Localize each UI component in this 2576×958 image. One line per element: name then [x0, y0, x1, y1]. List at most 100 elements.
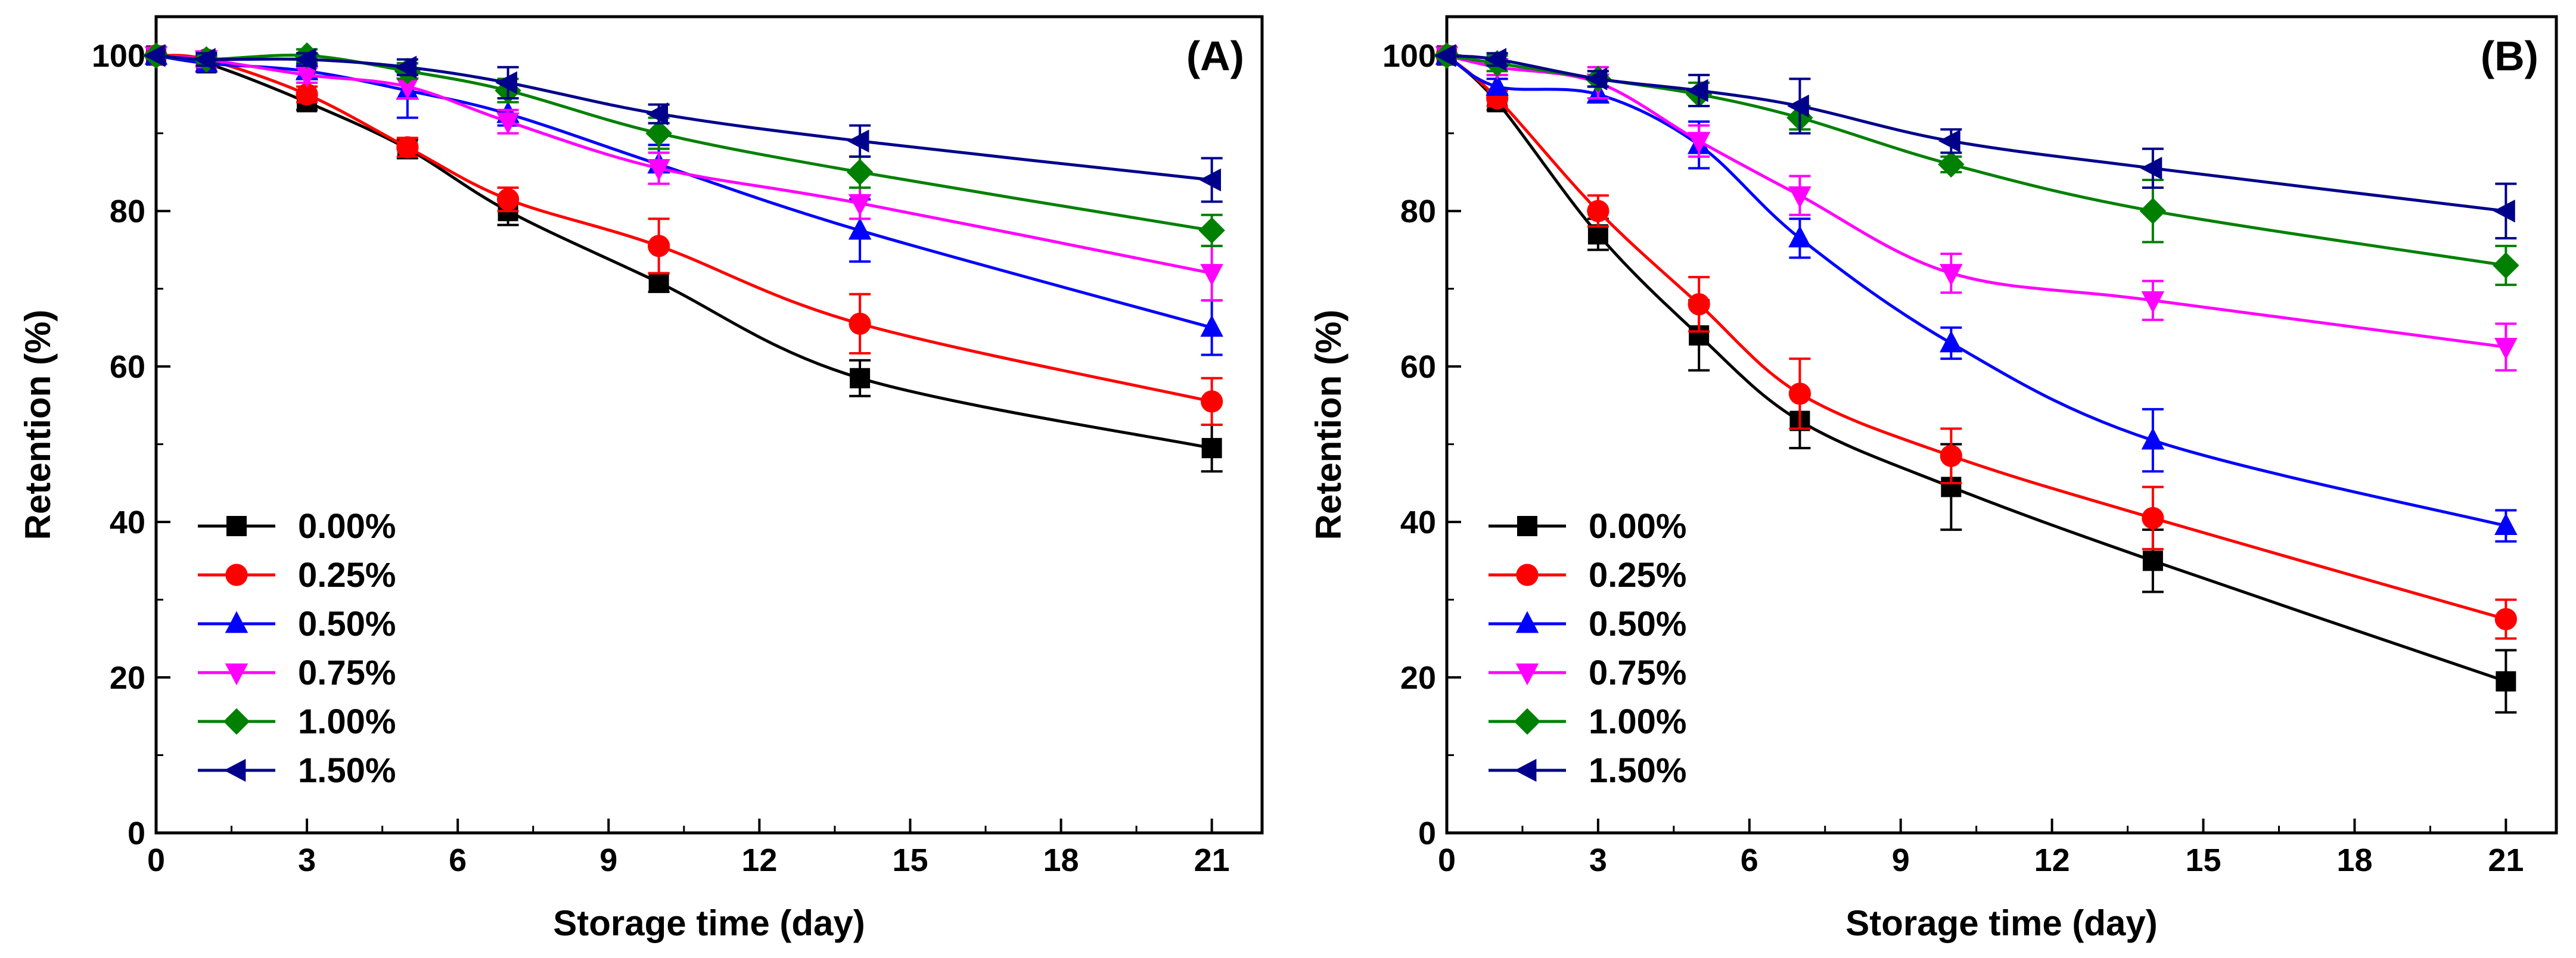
legend-marker [1514, 708, 1541, 735]
legend-marker [1517, 516, 1537, 536]
y-tick-label: 100 [1382, 38, 1436, 74]
y-axis: 0 20 40 60 80 100 [1382, 38, 1461, 851]
data-point [1198, 217, 1225, 244]
series-0.75% [144, 46, 1223, 302]
data-point [396, 136, 419, 158]
panel-label: (B) [2481, 33, 2538, 79]
x-tick-label: 21 [2488, 842, 2524, 878]
data-point [2141, 291, 2165, 313]
x-tick-label: 9 [1892, 842, 1910, 878]
x-axis-title: Storage time (day) [1845, 903, 2157, 943]
series-line [156, 54, 1213, 232]
x-tick-label: 3 [1589, 842, 1607, 878]
plot-frame [154, 15, 1264, 835]
data-point [2142, 506, 2164, 530]
y-axis-title: Retention (%) [1309, 310, 1348, 540]
x-tick-label: 9 [599, 842, 617, 878]
y-tick-label: 40 [1400, 505, 1436, 540]
legend-label: 1.00% [298, 702, 396, 741]
y-tick-label: 80 [1400, 194, 1436, 229]
series-1.50% [1434, 43, 2517, 240]
data-point [1938, 129, 1960, 153]
data-point [1788, 382, 1811, 405]
data-point [1484, 48, 1507, 71]
series-line [156, 54, 1213, 450]
legend-label: 0.75% [1589, 654, 1686, 692]
data-point [2139, 197, 2167, 225]
y-tick-label: 80 [110, 194, 145, 229]
y-tick-label: 60 [110, 349, 145, 385]
data-point [1199, 168, 1222, 192]
data-point [143, 43, 166, 67]
panel-b: 0 3 6 9 12 15 18 21 0 20 40 60 80 100 Storage time (da… [1309, 15, 2558, 943]
x-tick-label: 3 [298, 842, 316, 878]
series-0.50% [1435, 42, 2518, 543]
data-point [2493, 199, 2515, 223]
data-point [646, 102, 669, 126]
y-tick-label: 0 [1418, 816, 1436, 851]
y-tick-label: 40 [110, 505, 145, 540]
series-line [156, 54, 1213, 275]
series-line [1446, 54, 2506, 528]
data-point [394, 55, 417, 79]
y-tick-label: 100 [92, 38, 145, 74]
legend-label: 0.25% [1589, 556, 1686, 595]
data-point [1938, 151, 1965, 178]
legend-label: 0.75% [298, 654, 396, 692]
legend-marker [225, 611, 248, 633]
x-tick-label: 15 [2186, 842, 2221, 878]
legend-marker [225, 564, 248, 586]
data-point [2496, 671, 2516, 692]
series-line [156, 54, 1213, 403]
legend-label: 0.50% [298, 605, 396, 643]
legend-label: 0.25% [298, 556, 396, 595]
data-point [1788, 186, 1811, 209]
legend-marker [223, 758, 246, 782]
series-line [1446, 54, 2506, 213]
data-point [645, 120, 672, 147]
y-tick-label: 60 [1400, 349, 1436, 385]
data-point [1940, 330, 1963, 353]
data-point [496, 112, 520, 135]
data-point [847, 129, 869, 153]
data-point [1201, 390, 1223, 413]
panel-label: (A) [1186, 33, 1244, 79]
data-point [2142, 550, 2163, 571]
legend-marker [1515, 611, 1539, 633]
series-0.00% [146, 45, 1223, 473]
legend-marker [1515, 663, 1539, 686]
data-point [2141, 427, 2165, 450]
data-point [1787, 94, 1809, 118]
data-point [1940, 444, 1962, 467]
data-point [1688, 293, 1710, 316]
legend-marker [1514, 758, 1537, 782]
data-point [496, 188, 520, 211]
data-point [1486, 74, 1509, 96]
data-point [194, 48, 216, 71]
legend-marker [1516, 564, 1539, 586]
legend-marker [226, 516, 247, 536]
x-tick-label: 15 [892, 842, 928, 878]
legend-label: 1.50% [1589, 751, 1686, 790]
legend: 0.00% 0.25% 0.50% 0.75% 1.00% 1.50% [1489, 507, 1686, 790]
data-point [2494, 338, 2518, 360]
x-tick-label: 18 [2336, 842, 2372, 878]
x-tick-label: 21 [1194, 842, 1230, 878]
x-tick-label: 6 [1741, 842, 1758, 878]
series-line [156, 54, 1212, 182]
legend-label: 1.00% [1589, 702, 1686, 741]
x-tick-label: 0 [147, 842, 165, 878]
data-point [1434, 43, 1456, 67]
series-0.25% [1435, 44, 2517, 640]
data-point [2140, 157, 2162, 180]
series-1.50% [143, 43, 1223, 203]
data-point [1585, 67, 1608, 91]
series-0.25% [145, 44, 1223, 426]
data-point [648, 235, 670, 257]
data-point [2493, 252, 2519, 279]
x-tick-label: 0 [1438, 842, 1456, 878]
data-point [1788, 225, 1811, 248]
data-point [647, 159, 670, 181]
x-tick-label: 6 [449, 842, 467, 878]
data-point [495, 71, 517, 95]
